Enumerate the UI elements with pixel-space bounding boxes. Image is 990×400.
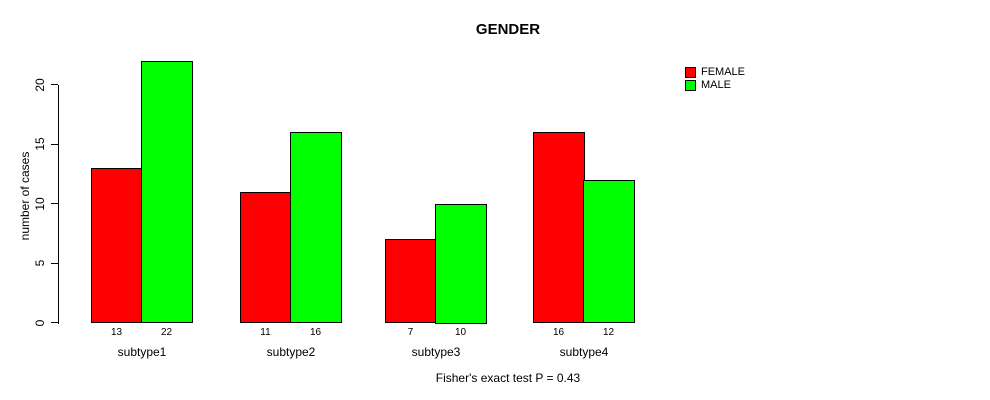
- y-tick-mark: [51, 84, 58, 85]
- y-tick-mark: [51, 262, 58, 264]
- category-label-subtype1: subtype1: [117, 345, 167, 359]
- y-tick-label: 5: [33, 259, 47, 267]
- bar-count-label: 11: [260, 327, 271, 338]
- category-label-subtype2: subtype2: [266, 345, 316, 359]
- legend: FEMALE MALE: [685, 66, 745, 92]
- bar-male-subtype2: [290, 132, 342, 324]
- bar-count-label: 10: [454, 327, 467, 338]
- y-tick-mark: [51, 203, 58, 204]
- bar-count-label: 12: [602, 327, 615, 338]
- legend-item-female: FEMALE: [685, 66, 745, 79]
- y-tick-label: 15: [33, 137, 47, 151]
- bar-female-subtype2: [240, 191, 292, 324]
- bar-count-label: 22: [160, 327, 173, 338]
- y-axis-line: [58, 84, 59, 324]
- y-tick-mark: [51, 143, 58, 145]
- y-tick-label: 10: [33, 196, 47, 211]
- category-label-subtype3: subtype3: [411, 345, 461, 359]
- bar-count-label: 13: [110, 327, 123, 338]
- chart-title: GENDER: [475, 21, 541, 38]
- y-tick-label: 0: [33, 319, 47, 326]
- bar-count-label: 16: [552, 327, 565, 338]
- bar-male-subtype3: [435, 203, 487, 324]
- legend-swatch-male: [685, 80, 696, 91]
- legend-swatch-female: [685, 67, 696, 78]
- y-tick-label: 20: [33, 77, 47, 92]
- bar-count-label: 16: [309, 327, 322, 338]
- y-axis-label: number of cases: [18, 151, 32, 241]
- bar-female-subtype1: [91, 167, 143, 324]
- bar-count-label: 7: [407, 327, 414, 338]
- bar-female-subtype3: [385, 239, 437, 324]
- y-tick-mark: [51, 322, 58, 323]
- bar-male-subtype1: [141, 60, 193, 324]
- category-label-subtype4: subtype4: [559, 345, 609, 359]
- legend-item-male: MALE: [685, 79, 745, 92]
- legend-label-male: MALE: [701, 79, 731, 91]
- legend-label-female: FEMALE: [701, 66, 746, 78]
- annotation-text: Fisher's exact test P = 0.43: [435, 371, 581, 385]
- bar-male-subtype4: [583, 179, 635, 324]
- bar-female-subtype4: [533, 132, 585, 324]
